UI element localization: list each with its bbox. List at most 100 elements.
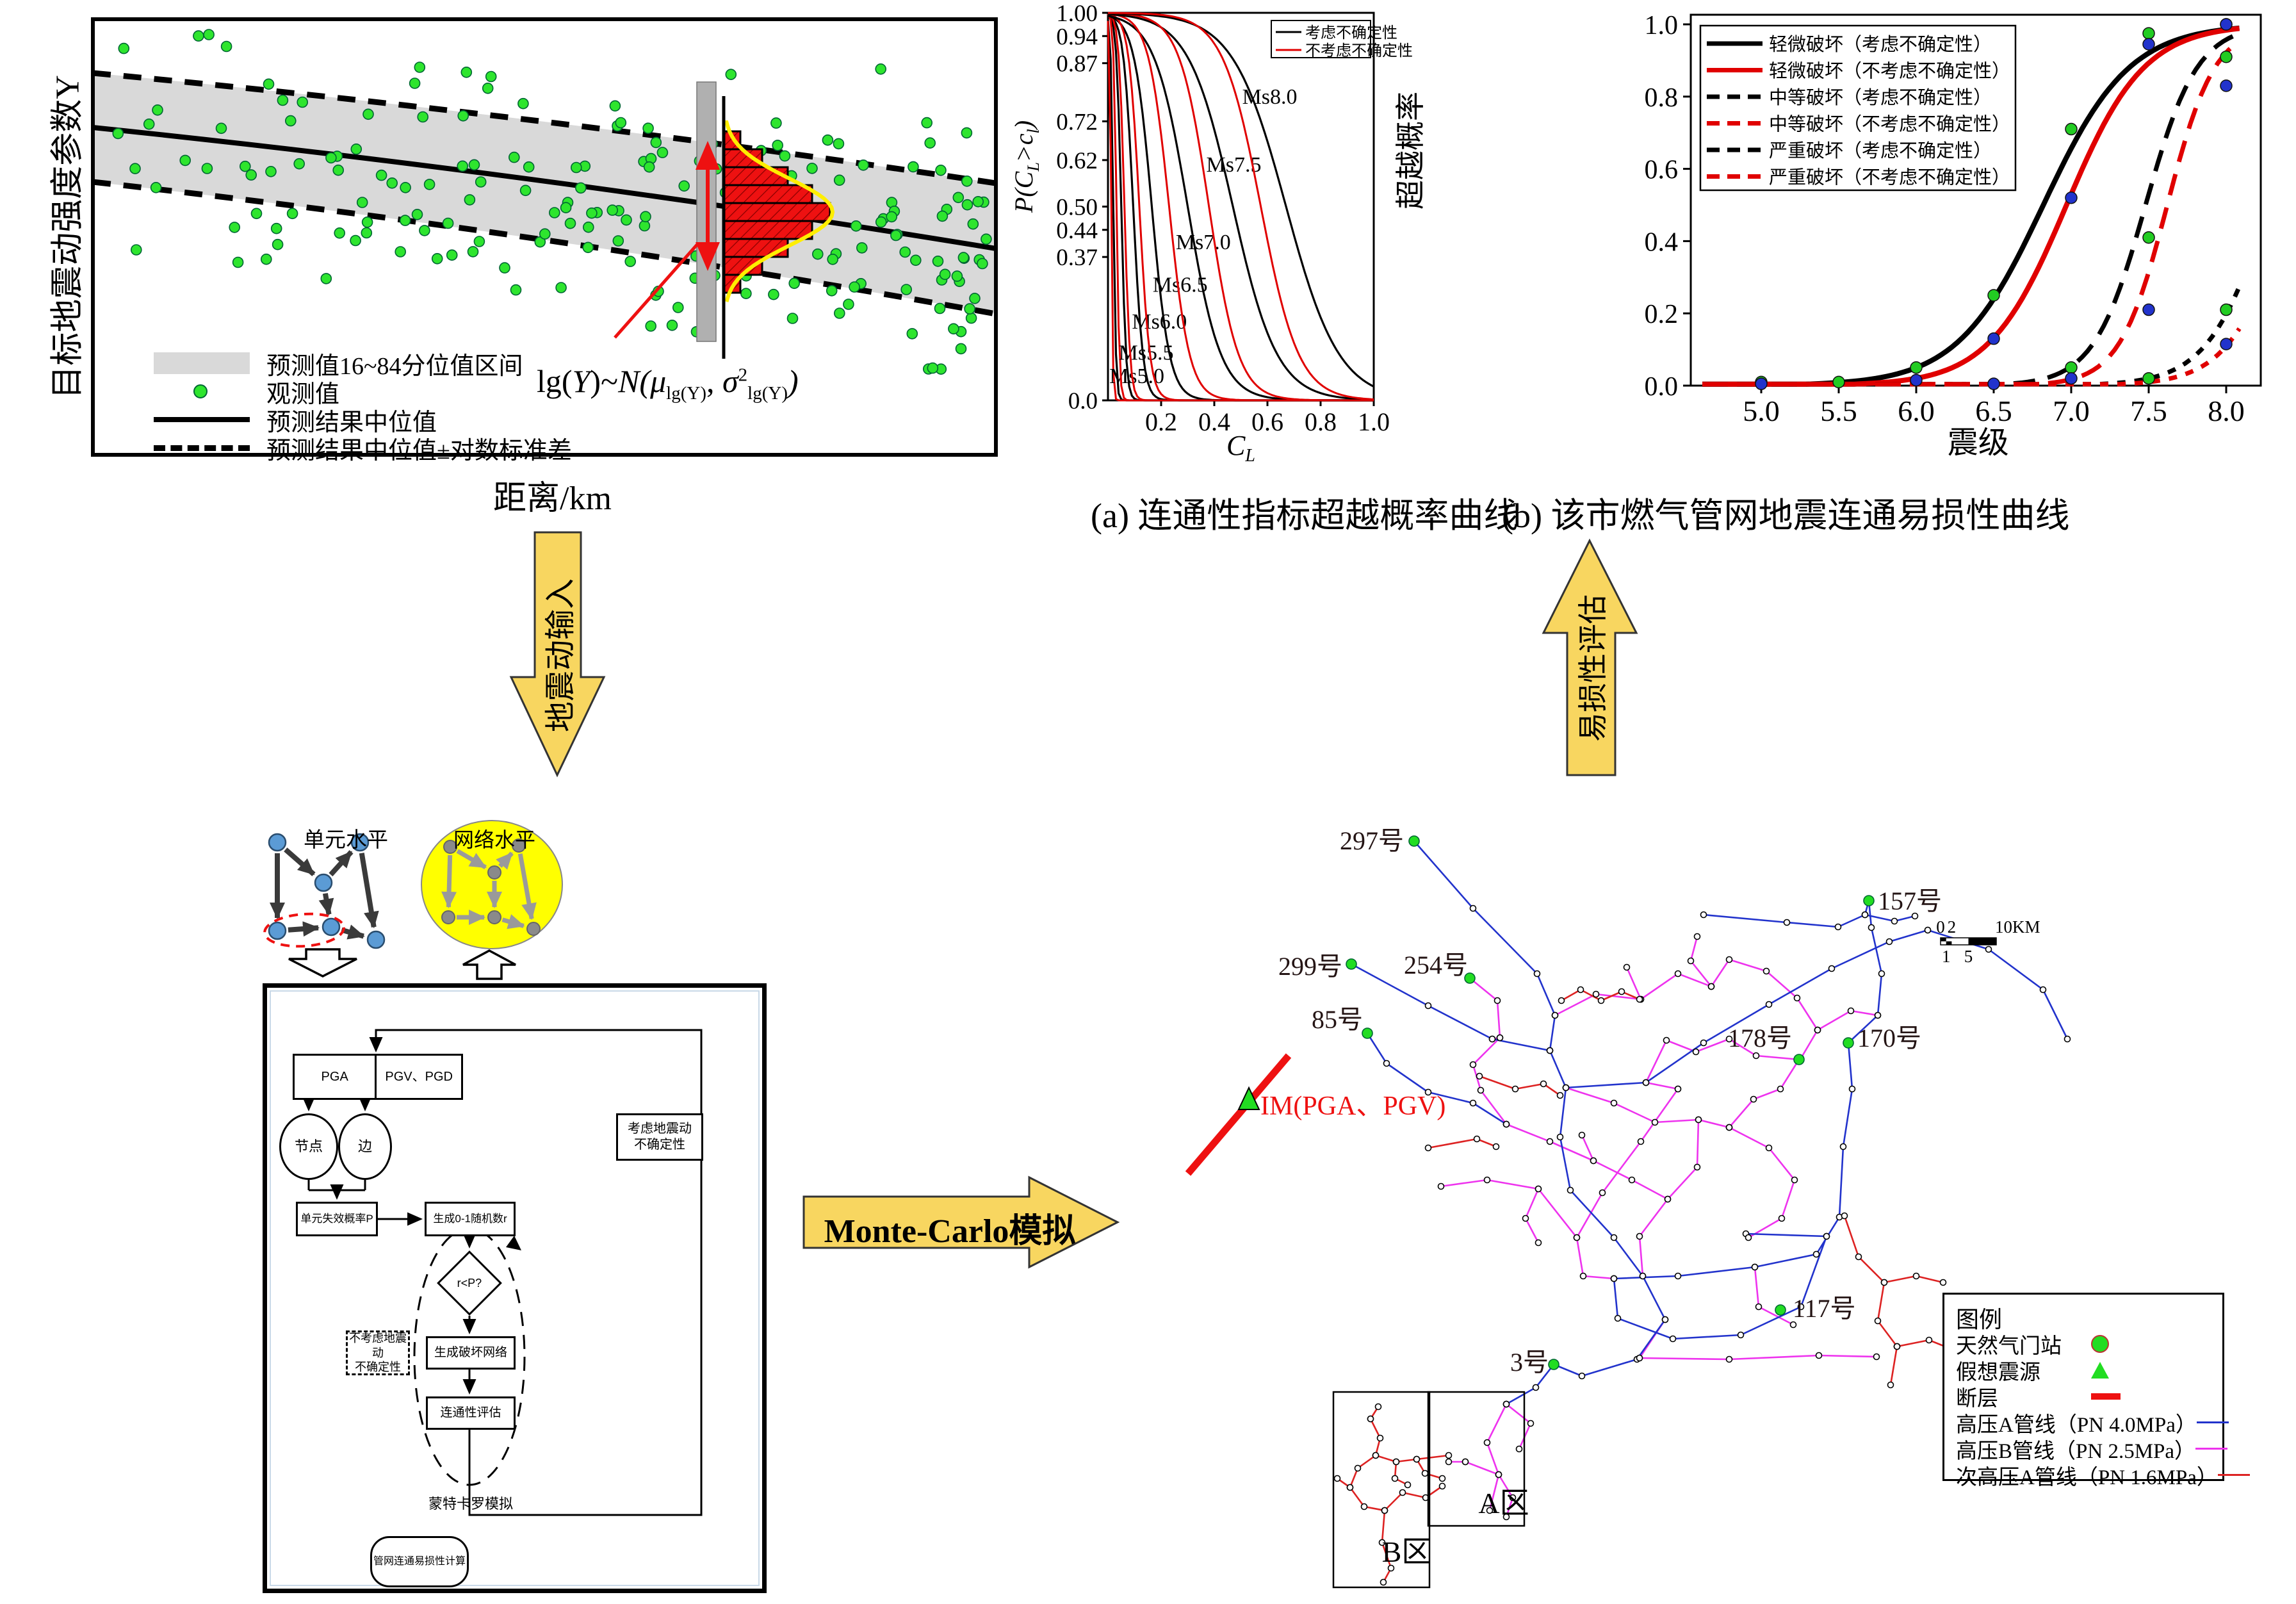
chart-b-ytick: 0.2 — [1645, 300, 1679, 329]
pga-pgv-box: PGA PGV、PGD — [293, 1054, 463, 1100]
scatter-legend-item: 观测值 — [154, 377, 572, 408]
scatter-y-axis-label: 目标地震动强度参数Y — [49, 75, 86, 399]
im-label: IM(PGA、PGV) — [1260, 1092, 1445, 1121]
pipelines-high-b — [1440, 936, 1878, 1518]
chart-a-ytick: 0.44 — [1056, 218, 1098, 244]
network-node — [487, 910, 501, 924]
chart-a-ytick: 0.37 — [1056, 245, 1098, 271]
scatter-legend-item: 预测结果中位值±对数标准差 — [154, 434, 572, 464]
station-label: 117号 — [1793, 1294, 1856, 1323]
pipeline-line-icon — [2217, 1474, 2250, 1476]
chart-b-legend-label: 严重破坏（考虑不确定性） — [1769, 140, 1992, 161]
im-distribution-histogram — [722, 130, 831, 294]
map-legend-label: 断层 — [1956, 1387, 1998, 1411]
up-arrow-shape — [1542, 538, 1638, 776]
gas-gate-station — [1548, 1359, 1559, 1370]
unit-failure-box: 单元失效概率P — [296, 1202, 378, 1236]
map-legend: 图例 天然气门站 假想震源 断层 高压A管线（PN 4.0MPa） 高压B管线（PN 2… — [1942, 1293, 2250, 1489]
chart-b-xtick: 7.0 — [2053, 395, 2090, 427]
chart-a-xtick: 0.8 — [1305, 407, 1337, 436]
unit-failure-label: 单元失效概率P — [300, 1213, 373, 1225]
fault-icon — [2091, 1393, 2121, 1400]
chart-a-series-label: Ms7.0 — [1176, 231, 1231, 254]
unit-node — [314, 873, 333, 892]
chart-b-xlabel: 震级 — [1948, 426, 2009, 460]
chart-b-ylabel: 超越概率 — [1394, 92, 1427, 209]
fault-line — [1185, 1053, 1292, 1176]
epicenter-triangle — [1237, 1086, 1260, 1110]
scatter-legend-swatch-solid — [154, 417, 251, 422]
seismic-input-arrow: 地震动输入 — [506, 528, 608, 782]
unit-network-graphs: 单元水平 网络水平 — [263, 820, 563, 980]
chart-a-ylabel: P(CL>cl) — [1009, 120, 1043, 213]
edge-label: 边 — [357, 1138, 372, 1155]
seismic-input-label: 地震动输入 — [544, 578, 578, 733]
chart-b-point-green — [1832, 375, 1845, 389]
result-box: 管网连通易损性计算 — [370, 1536, 469, 1587]
with-uncertainty-box: 考虑地震动 不确定性 — [616, 1113, 703, 1161]
chart-b-ytick: 0.4 — [1645, 227, 1679, 257]
condition-label: r<P? — [457, 1276, 482, 1289]
map-legend-title: 图例 — [1956, 1307, 2003, 1332]
scatter-chart — [91, 17, 998, 457]
chart-a-exceedance-curves: 1.000.940.87 0.72 0.62 0.500.440.37 0.0 0.2 0.… — [1009, 1, 1413, 466]
chart-b-curve — [1702, 286, 2242, 387]
chart-b-point-blue — [2142, 303, 2155, 316]
chart-b-point-blue — [2220, 18, 2233, 31]
unit-node — [366, 930, 386, 949]
vulnerability-eval-label: 易损性评估 — [1577, 594, 1609, 742]
hollow-down-arrow — [288, 948, 357, 978]
map-legend-item: 次高压A管线（PN 1.6MPa） — [1956, 1462, 2250, 1489]
gate-station-icon — [2091, 1334, 2109, 1353]
chart-b-legend-label: 轻微破坏（不考虑不确定性） — [1769, 61, 2010, 82]
unit-level-title: 单元水平 — [304, 828, 388, 851]
chart-b-xtick: 5.5 — [1820, 395, 1857, 427]
chart-a-ytick: 0.87 — [1056, 51, 1098, 78]
chart-b-xtick: 5.0 — [1743, 395, 1780, 427]
station-label: 297号 — [1340, 826, 1404, 855]
scatter-legend-label: 观测值 — [266, 381, 340, 408]
chart-a-ytick: 1.00 — [1056, 1, 1098, 27]
chart-a-legend-box — [1271, 20, 1371, 58]
map-legend-label: 假想震源 — [1956, 1361, 2040, 1384]
connectivity-eval-label: 连通性评估 — [440, 1406, 501, 1420]
zone-box — [1332, 1391, 1431, 1589]
station-label: 157号 — [1878, 887, 1942, 915]
zone-label: B区 — [1382, 1535, 1431, 1568]
map-legend-item: 假想震源 — [1956, 1357, 2211, 1384]
svg-text:0: 0 — [1936, 917, 1945, 937]
chart-b-ytick: 1.0 — [1645, 11, 1679, 40]
network-level-title: 网络水平 — [453, 828, 535, 851]
scatter-legend-label: 预测结果中位值±对数标准差 — [266, 437, 572, 464]
pipeline-line-icon — [2195, 1448, 2228, 1450]
caption-a: (a) 连通性指标超越概率曲线 — [1091, 496, 1518, 535]
chart-a-xlabel: CL — [1226, 430, 1255, 466]
edge-ellipse: 边 — [338, 1113, 392, 1180]
observation-dots — [112, 29, 992, 375]
chart-b-point-blue — [1755, 377, 1768, 390]
prediction-band — [93, 73, 996, 314]
chart-b-ytick: 0.0 — [1645, 372, 1679, 402]
chart-b-legend-label: 严重破坏（不考虑不确定性） — [1769, 167, 2010, 188]
chart-a-curve-Ms8.0-uncertain — [1107, 12, 1374, 388]
chart-b-xtick: 8.0 — [2208, 395, 2245, 427]
caption-b: (b) 该市燃气管网地震连通易损性曲线 — [1502, 496, 2070, 535]
network-node — [487, 865, 501, 880]
station-label: 299号 — [1278, 952, 1342, 981]
station-label: 254号 — [1404, 951, 1468, 979]
chart-a-ytick: 0.72 — [1056, 109, 1098, 135]
node-label: 节点 — [294, 1138, 323, 1155]
chart-a-series-label: Ms5.5 — [1119, 341, 1174, 364]
chart-b-point-green — [1987, 289, 2000, 302]
gas-gate-station — [1408, 835, 1420, 847]
with-uncertainty-line1: 考虑地震动 — [628, 1122, 692, 1136]
map-legend-item: 高压B管线（PN 2.5MPa） — [1956, 1436, 2228, 1463]
chart-a-xtick: 1.0 — [1358, 407, 1390, 436]
svg-text:5: 5 — [1964, 947, 1973, 966]
mc-text: 蒙特卡罗模拟 — [428, 1496, 513, 1512]
chart-b-xtick: 7.5 — [2130, 395, 2167, 427]
without-uncertainty-box: 不考虑地震动 不确定性 — [346, 1330, 410, 1375]
normal-curve — [724, 120, 835, 302]
chart-b-point-green — [2220, 303, 2233, 316]
unit-node — [322, 917, 341, 937]
